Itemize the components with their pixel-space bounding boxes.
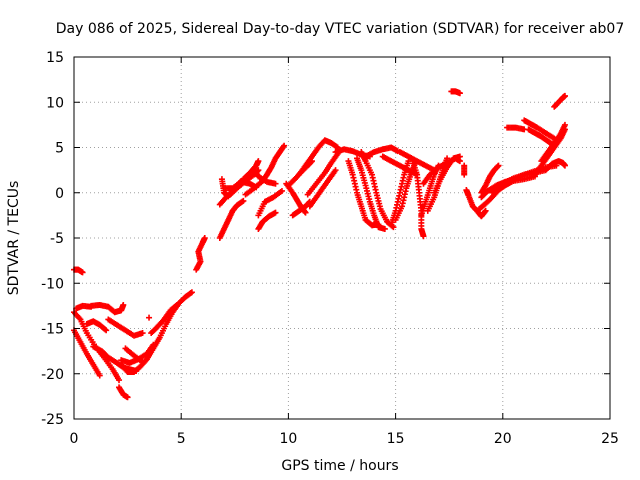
y-axis-label: SDTVAR / TECUs	[6, 181, 22, 296]
y-tick-label: -20	[41, 367, 64, 383]
data-point	[120, 301, 127, 308]
series-arc-u	[242, 142, 288, 198]
data-point	[272, 209, 279, 216]
series-arc-bg	[542, 158, 568, 174]
series-arc-ak	[388, 158, 412, 228]
data-point	[188, 289, 195, 296]
data-point	[139, 358, 146, 365]
series-arc-bb	[504, 124, 528, 133]
data-point	[201, 235, 208, 241]
series-arc-ad	[306, 167, 339, 210]
data-point	[456, 153, 463, 160]
y-tick-label: -5	[50, 231, 64, 247]
data-point	[302, 209, 309, 216]
tick-labels-layer: 0 5 10 15 20 25 -25 -20 -15 -10 -5 0 5 10 15	[41, 50, 619, 447]
data-point	[461, 171, 468, 178]
data-point	[124, 394, 131, 401]
series-arc-ar	[431, 153, 463, 196]
series-arc-ag	[354, 155, 388, 232]
data-point	[561, 121, 568, 128]
x-tick-label: 5	[177, 431, 186, 447]
series-arc-an	[409, 158, 427, 240]
data-point	[172, 302, 179, 309]
series-arc-f	[88, 301, 127, 316]
data-point	[102, 326, 109, 333]
series-arc-c	[71, 327, 103, 379]
series-arc-bd	[521, 117, 558, 142]
y-tick-label: -10	[41, 276, 64, 292]
data-point	[456, 90, 463, 97]
y-tick-label: 15	[46, 50, 64, 66]
x-axis-label: GPS time / hours	[281, 458, 398, 474]
data-point	[139, 330, 146, 337]
data-point	[150, 341, 157, 348]
series-arc-am	[396, 149, 438, 174]
data-point	[332, 167, 339, 174]
data-point	[281, 142, 288, 149]
series-arc-au	[463, 187, 489, 220]
x-tick-label: 10	[279, 431, 297, 447]
data-points-layer	[71, 88, 568, 401]
chart-title: Day 086 of 2025, Sidereal Day-to-day VTE…	[56, 21, 625, 37]
data-point	[79, 269, 86, 276]
series-arc-v	[255, 187, 285, 219]
grid-layer	[74, 57, 610, 419]
series-arc-w	[255, 209, 279, 232]
x-tick-label: 20	[494, 431, 512, 447]
series-arc-e	[83, 318, 110, 334]
series-arc-l	[122, 345, 146, 365]
y-tick-label: 5	[55, 141, 64, 157]
data-point	[561, 162, 568, 169]
y-tick-label: 10	[46, 95, 64, 111]
data-point	[381, 225, 388, 232]
tick-marks-layer	[73, 56, 611, 420]
series-arc-a	[71, 266, 86, 276]
data-point	[103, 327, 110, 334]
data-point	[272, 180, 279, 187]
data-point	[278, 187, 285, 194]
series-arc-ai	[362, 144, 401, 160]
series-arc-bf	[538, 121, 568, 165]
series-arc-ah	[358, 149, 397, 231]
data-point	[96, 372, 103, 379]
x-tick-label: 25	[601, 431, 619, 447]
data-point	[420, 233, 427, 240]
y-tick-label: -25	[41, 412, 64, 428]
series-arc-as	[448, 88, 463, 97]
series-arc-x	[251, 167, 279, 187]
series-arc-p	[216, 197, 247, 241]
series-arc-i	[116, 384, 131, 401]
series-arc-o	[193, 235, 208, 273]
y-tick-label: 0	[55, 186, 64, 202]
series-arc-j	[118, 289, 195, 375]
data-point	[444, 155, 451, 162]
data-point	[173, 301, 180, 308]
data-point	[495, 162, 502, 169]
series-arc-bh	[551, 92, 568, 110]
y-tick-label: -15	[41, 322, 64, 338]
series-arc-n	[148, 301, 180, 337]
data-point	[240, 197, 247, 204]
series-arc-at	[461, 162, 468, 178]
x-tick-label: 0	[70, 431, 79, 447]
series-arc-h	[105, 316, 146, 339]
data-point	[255, 158, 262, 165]
data-point	[146, 314, 153, 321]
series-arc-ab	[296, 137, 341, 178]
x-tick-label: 15	[387, 431, 405, 447]
data-point	[561, 92, 568, 99]
data-point	[482, 207, 489, 214]
series-arc-m	[146, 314, 153, 321]
data-point	[116, 377, 123, 384]
